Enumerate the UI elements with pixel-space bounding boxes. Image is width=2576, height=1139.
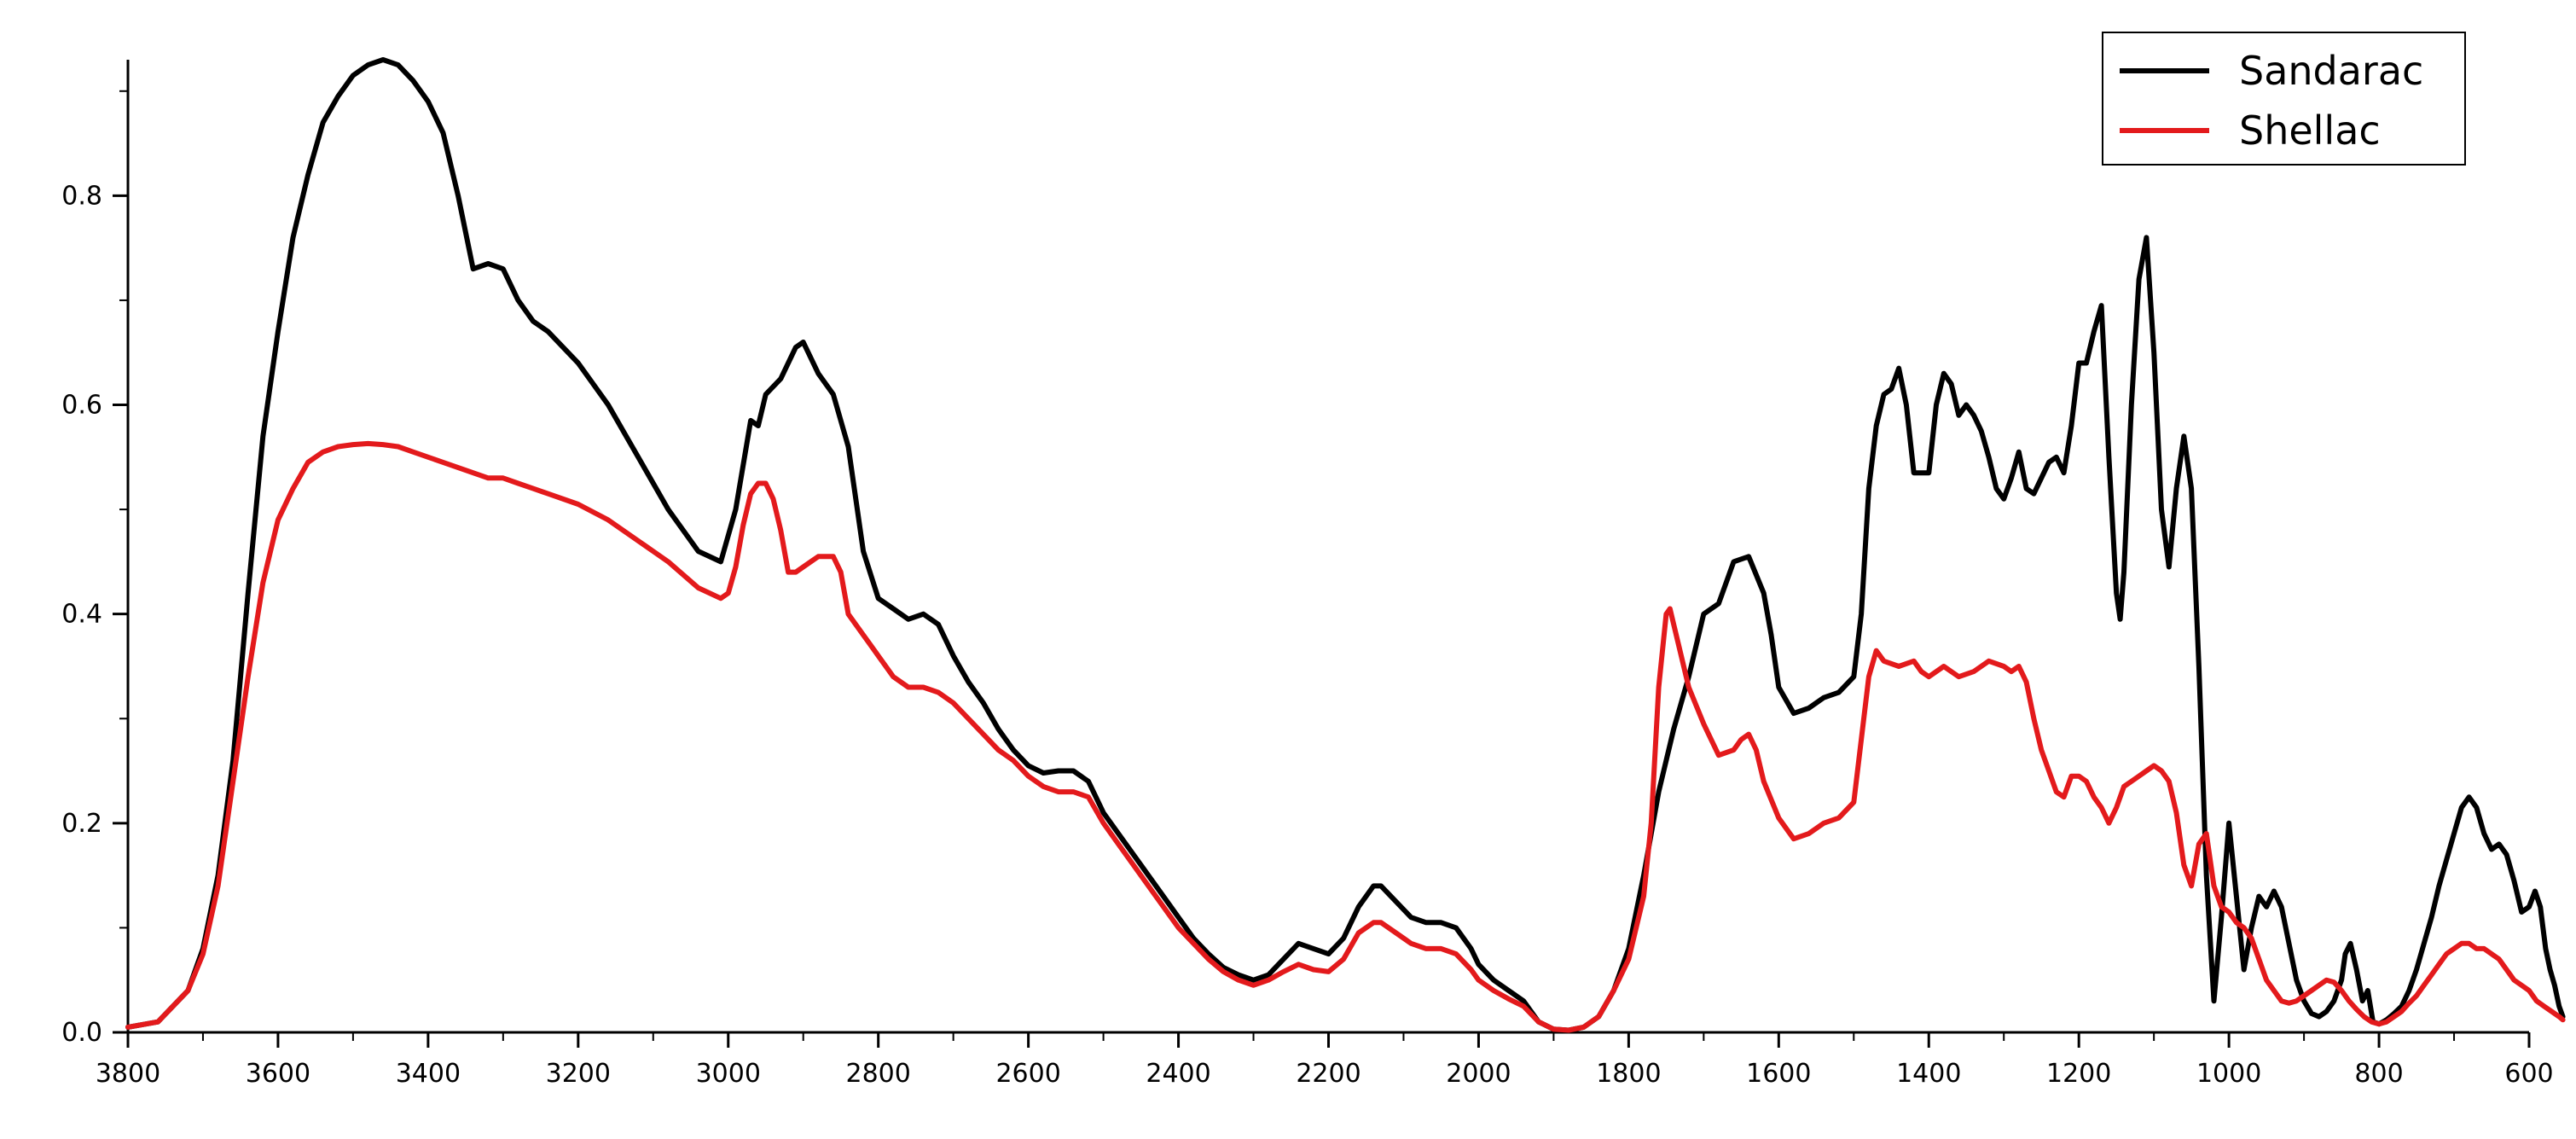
x-tick-label: 1400 [1896,1059,1961,1089]
x-tick-label: 1200 [2046,1059,2111,1089]
y-tick-label: 0.4 [61,600,102,630]
x-tick-label: 2000 [1446,1059,1511,1089]
legend-box [2102,32,2466,166]
x-tick-label: 1800 [1596,1059,1661,1089]
legend-label-sandarac: Sandarac [2239,48,2423,94]
series-lines [125,57,2566,1033]
x-tick-label: 800 [2354,1059,2403,1089]
x-tick-label: 600 [2504,1059,2553,1089]
legend-label-shellac: Shellac [2239,108,2381,154]
x-tick-label: 2200 [1296,1059,1361,1089]
y-tick-label: 0.6 [61,391,102,421]
series-line-shellac [125,440,2566,1033]
x-tick-label: 2600 [995,1059,1060,1089]
y-axis-ticks: 0.0 0.2 0.4 0.6 0.8 [61,90,128,1048]
y-tick-label: 0.8 [61,181,102,211]
x-tick-label: 3800 [96,1059,160,1089]
x-tick-label: 3600 [246,1059,310,1089]
x-tick-label: 2800 [846,1059,911,1089]
legend: Sandarac Shellac [2102,32,2466,166]
x-tick-label: 2400 [1146,1059,1210,1089]
x-tick-label: 3400 [396,1059,461,1089]
y-tick-label: 0.0 [61,1018,102,1048]
x-tick-label: 1000 [2196,1059,2261,1089]
series-line-sandarac [125,57,2566,1033]
x-tick-label: 3200 [546,1059,611,1089]
x-axis-ticks: 3800 3600 3400 3200 3000 2800 2600 2400 2200 2000… [96,1032,2554,1089]
x-tick-label: 3000 [696,1059,761,1089]
plot-area: 0.0 0.2 0.4 0.6 0.8 3800 3600 3400 3200 3000 2800… [61,57,2566,1089]
x-tick-label: 1600 [1746,1059,1811,1089]
y-tick-label: 0.2 [61,809,102,839]
